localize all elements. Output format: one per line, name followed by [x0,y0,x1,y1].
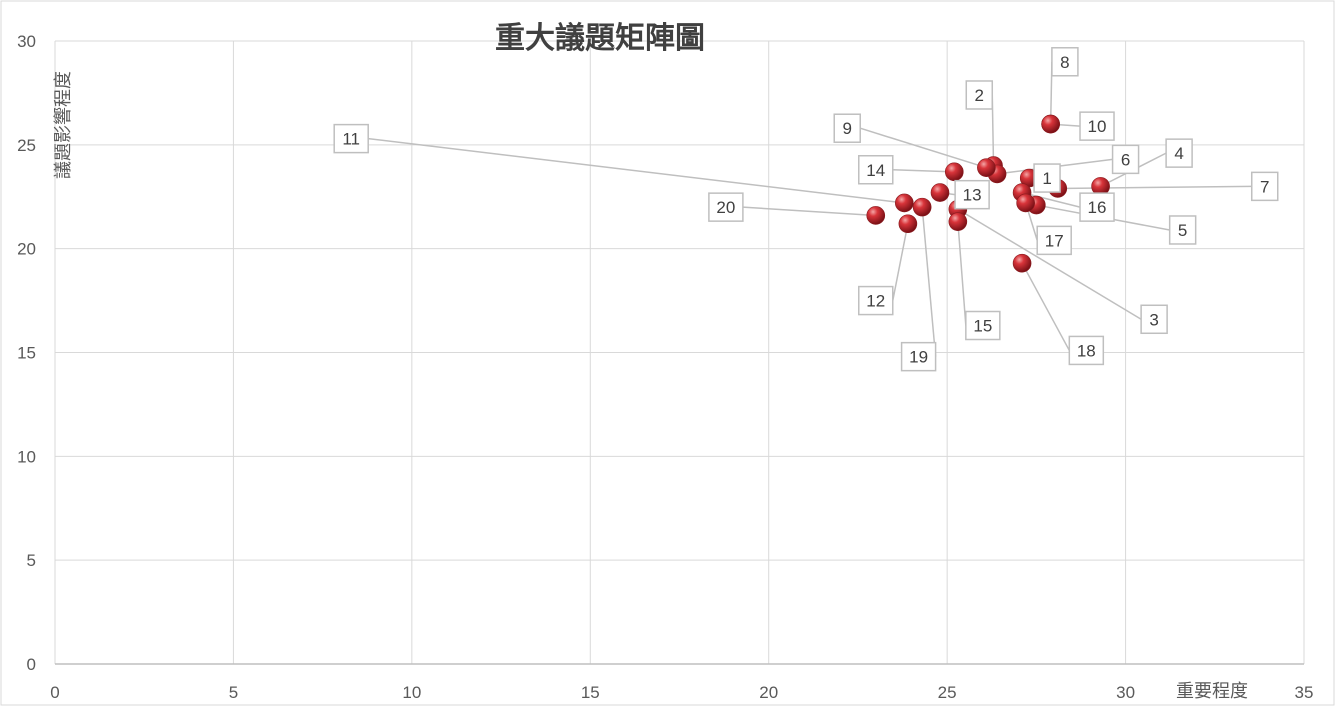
x-tick-label: 25 [938,683,957,702]
data-label: 1 [1042,169,1051,188]
x-tick-label: 20 [759,683,778,702]
x-tick-label: 35 [1295,683,1314,702]
data-points [866,114,1110,273]
data-label-box [1140,304,1168,335]
data-label: 11 [342,130,360,149]
data-point [866,206,886,225]
data-label: 15 [973,317,992,336]
leader-line [892,223,909,301]
data-label-box [708,192,744,222]
x-axis-title: 重要程度 [1176,681,1248,702]
y-tick-label: 10 [17,447,36,466]
data-point [948,212,968,231]
data-label: 6 [1121,150,1130,169]
leader-line [957,208,1142,320]
data-label: 3 [1149,310,1158,329]
data-point [1041,114,1060,134]
data-label: 17 [1045,231,1064,250]
data-label-box [954,179,990,210]
y-tick-label: 30 [17,32,36,51]
data-label: 2 [975,86,984,105]
leader-line [921,207,937,357]
data-label: 19 [909,348,928,367]
data-label: 20 [716,198,735,217]
leader-line [859,127,987,169]
leader-line [1021,262,1070,351]
data-point [1016,193,1035,213]
y-tick-label: 0 [27,655,36,674]
data-label-box [1051,47,1079,77]
data-label-box [1036,225,1072,256]
data-label-box [1250,171,1279,202]
data-label: 16 [1088,198,1107,217]
data-label-box [1079,192,1115,222]
data-label-box [965,80,994,110]
data-point [977,158,996,177]
data-label: 9 [842,119,851,138]
data-label: 4 [1174,144,1183,163]
y-tick-label: 5 [27,551,36,570]
y-tick-label: 25 [17,136,36,155]
data-label: 5 [1178,221,1187,240]
data-label-box [1168,215,1197,245]
data-label: 14 [866,161,885,180]
x-tick-label: 15 [581,683,600,702]
data-label: 10 [1088,117,1107,136]
data-label-box [900,341,937,372]
data-label: 8 [1060,53,1069,72]
leader-line [957,221,967,326]
leader-line [1057,185,1252,190]
y-tick-label: 15 [17,344,36,363]
data-point [912,197,932,217]
y-tick-label: 20 [17,240,36,259]
x-tick-label: 0 [50,683,59,702]
leader-line [1021,191,1081,208]
data-label-box [833,113,861,143]
data-label-box [1079,111,1115,141]
data-label-box [1033,163,1061,193]
data-label-box [1165,138,1193,168]
data-label-box [1068,335,1105,366]
data-point [895,193,914,213]
data-label: 13 [963,186,982,205]
y-axis-title: 議題影響程度 [53,71,74,179]
data-label: 18 [1077,341,1096,360]
data-point [898,214,918,234]
data-label: 12 [866,292,885,311]
x-tick-label: 10 [402,683,421,702]
data-label-box [858,285,894,316]
data-label-box [858,155,894,185]
leader-lines [368,61,1252,357]
chart-title: 重大議題矩陣圖 [495,21,705,56]
data-label-box [965,310,1001,341]
leader-line [892,169,955,173]
data-point [944,162,964,182]
data-point [1012,253,1032,273]
x-tick-label: 30 [1116,683,1135,702]
data-label: 7 [1260,177,1269,196]
leader-line [742,206,876,217]
data-label-box [333,123,369,154]
data-label-box [1111,144,1140,175]
data-point [930,183,950,202]
leader-line [368,137,905,204]
x-tick-label: 5 [229,683,238,702]
